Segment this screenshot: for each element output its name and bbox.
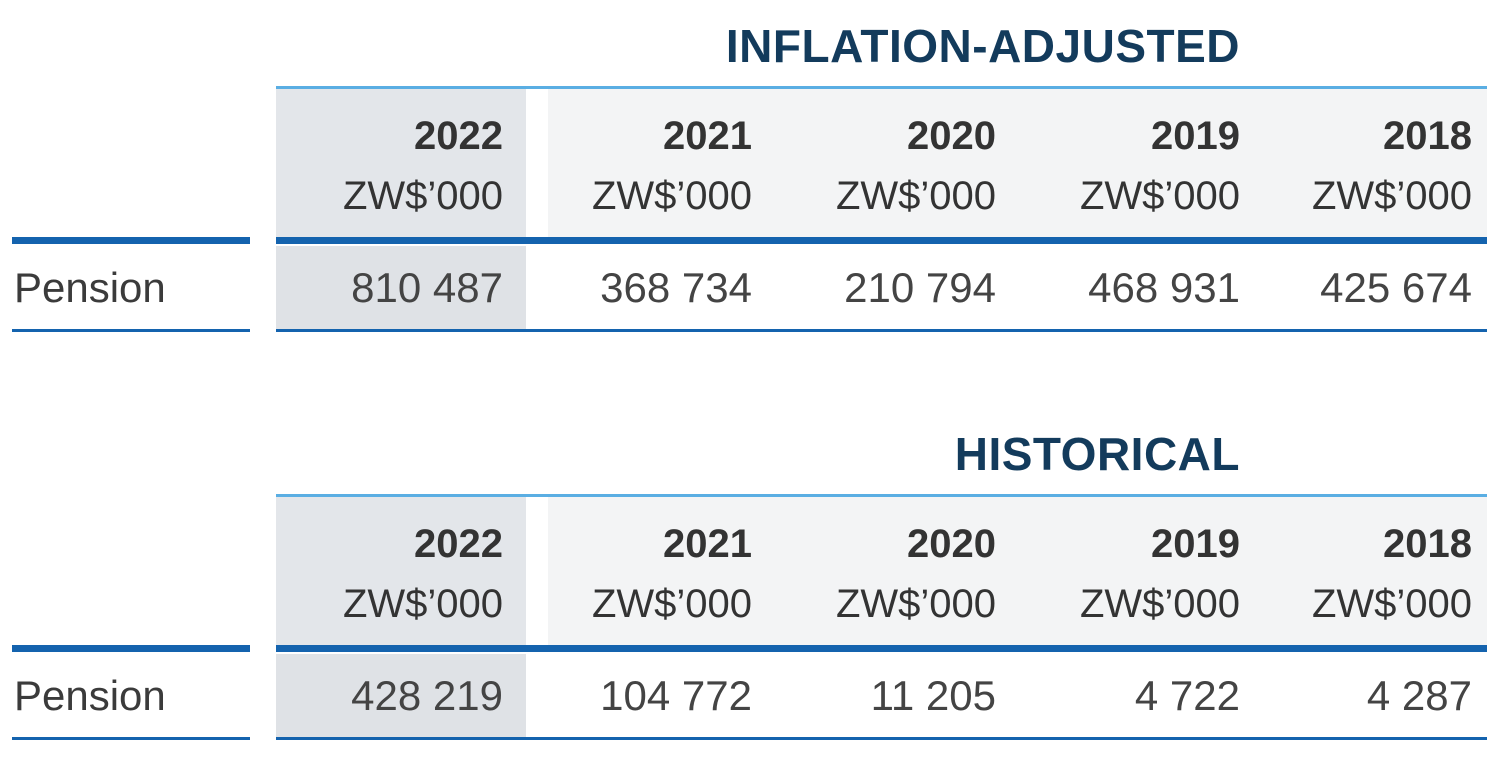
column-unit: ZW$’000 [591, 174, 752, 218]
section-title: HISTORICAL [954, 428, 1240, 480]
column-header: 2018 ZW$’000 [1312, 514, 1472, 634]
inflation-adjusted-table: INFLATION-ADJUSTED 2022 ZW$’000 2021 ZW$… [0, 0, 1500, 340]
section-title: INFLATION-ADJUSTED [725, 20, 1240, 72]
column-unit: ZW$’000 [342, 582, 503, 626]
column-header: 2022 ZW$’000 [343, 514, 503, 634]
column-year: 2019 [1151, 114, 1240, 158]
header-bottom-rule-label [12, 237, 250, 244]
column-header: 2020 ZW$’000 [836, 514, 996, 634]
column-year: 2020 [907, 114, 996, 158]
column-year: 2021 [663, 522, 752, 566]
column-unit: ZW$’000 [1311, 582, 1472, 626]
table-cell: 810 487 [351, 264, 503, 311]
current-year-header-shade [276, 89, 526, 240]
row-bottom-rule-label [12, 737, 250, 740]
column-header: 2020 ZW$’000 [836, 106, 996, 226]
column-unit: ZW$’000 [1079, 582, 1240, 626]
column-unit: ZW$’000 [1311, 174, 1472, 218]
column-header: 2022 ZW$’000 [343, 106, 503, 226]
column-unit: ZW$’000 [835, 582, 996, 626]
table-cell: 4 722 [1134, 672, 1240, 719]
column-year: 2022 [414, 114, 503, 158]
row-label-pension: Pension [14, 264, 166, 311]
historical-table: HISTORICAL 2022 ZW$’000 2021 ZW$’000 202… [0, 408, 1500, 748]
column-header: 2021 ZW$’000 [592, 106, 752, 226]
column-header: 2018 ZW$’000 [1312, 106, 1472, 226]
header-top-rule [276, 494, 1487, 497]
column-unit: ZW$’000 [591, 582, 752, 626]
table-cell: 4 287 [1366, 672, 1472, 719]
table-cell: 468 931 [1088, 264, 1240, 311]
column-unit: ZW$’000 [342, 174, 503, 218]
current-year-value-shade [276, 654, 526, 738]
column-year: 2022 [414, 522, 503, 566]
row-bottom-rule-label [12, 329, 250, 332]
row-label-pension: Pension [14, 672, 166, 719]
column-year: 2018 [1383, 114, 1472, 158]
header-bottom-rule [276, 645, 1487, 652]
column-year: 2019 [1151, 522, 1240, 566]
column-unit: ZW$’000 [835, 174, 996, 218]
table-cell: 104 772 [600, 672, 752, 719]
row-bottom-rule [276, 737, 1487, 740]
column-header: 2019 ZW$’000 [1080, 106, 1240, 226]
header-bottom-rule [276, 237, 1487, 244]
table-cell: 210 794 [844, 264, 996, 311]
column-year: 2021 [663, 114, 752, 158]
current-year-value-shade [276, 246, 526, 330]
column-year: 2020 [907, 522, 996, 566]
table-cell: 425 674 [1320, 264, 1472, 311]
row-bottom-rule [276, 329, 1487, 332]
column-unit: ZW$’000 [1079, 174, 1240, 218]
header-bottom-rule-label [12, 645, 250, 652]
current-year-header-shade [276, 497, 526, 648]
table-cell: 428 219 [351, 672, 503, 719]
header-shade [548, 89, 1487, 240]
header-top-rule [276, 86, 1487, 89]
table-cell: 368 734 [600, 264, 752, 311]
column-header: 2021 ZW$’000 [592, 514, 752, 634]
column-year: 2018 [1383, 522, 1472, 566]
table-cell: 11 205 [870, 672, 996, 719]
header-shade [548, 497, 1487, 648]
column-header: 2019 ZW$’000 [1080, 514, 1240, 634]
